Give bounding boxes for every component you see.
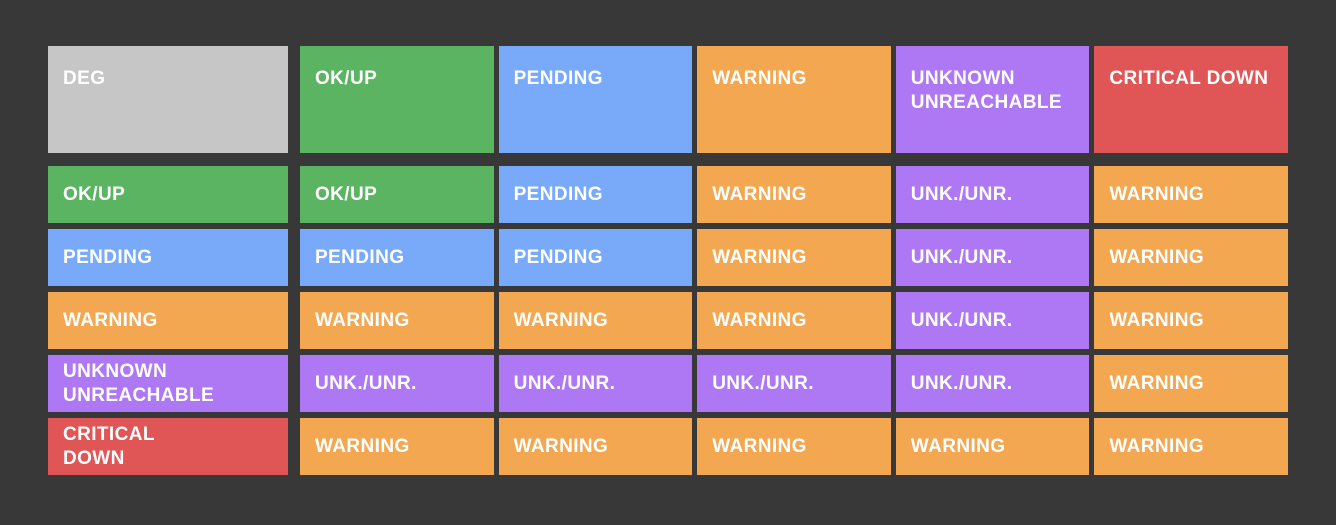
matrix-cell: WARNING [498, 292, 693, 349]
row-header-pending: PENDING [48, 229, 288, 286]
column-spacer [293, 355, 295, 412]
matrix-cell: OK/UP [300, 166, 494, 223]
matrix-cell: WARNING [1094, 166, 1288, 223]
row-header-critical-down: CRITICAL DOWN [48, 418, 288, 475]
column-spacer [293, 229, 295, 286]
matrix-cell: WARNING [697, 292, 891, 349]
row-spacer [48, 159, 1288, 160]
matrix-cell: WARNING [300, 418, 494, 475]
matrix-cell: PENDING [300, 229, 494, 286]
matrix-cell: WARNING [697, 229, 891, 286]
matrix-cell: UNK./UNR. [895, 166, 1090, 223]
matrix-cell: UNK./UNR. [300, 355, 494, 412]
row-header-ok-up: OK/UP [48, 166, 288, 223]
column-spacer [293, 292, 295, 349]
column-header-unknown-unreachable: UNKNOWN UNREACHABLE [895, 46, 1090, 153]
column-spacer [293, 418, 295, 475]
matrix-cell: WARNING [1094, 229, 1288, 286]
row-header-unknown-unreachable: UNKNOWN UNREACHABLE [48, 355, 288, 412]
matrix-cell: WARNING [697, 418, 891, 475]
column-header-ok-up: OK/UP [300, 46, 494, 153]
matrix-cell: UNK./UNR. [895, 229, 1090, 286]
matrix-cell: UNK./UNR. [498, 355, 693, 412]
column-header-pending: PENDING [498, 46, 693, 153]
column-spacer [293, 166, 295, 223]
matrix-cell: WARNING [1094, 292, 1288, 349]
matrix-cell: WARNING [1094, 355, 1288, 412]
matrix-cell: PENDING [498, 166, 693, 223]
matrix-cell: WARNING [300, 292, 494, 349]
matrix-cell: PENDING [498, 229, 693, 286]
state-matrix: DEG OK/UP PENDING WARNING UNKNOWN UNREAC… [48, 46, 1288, 475]
matrix-cell: UNK./UNR. [697, 355, 891, 412]
matrix-cell: UNK./UNR. [895, 292, 1090, 349]
matrix-cell: WARNING [1094, 418, 1288, 475]
column-header-critical-down: CRITICAL DOWN [1094, 46, 1288, 153]
row-header-warning: WARNING [48, 292, 288, 349]
column-spacer [293, 46, 295, 153]
matrix-cell: UNK./UNR. [895, 355, 1090, 412]
corner-header-cell: DEG [48, 46, 288, 153]
matrix-cell: WARNING [498, 418, 693, 475]
matrix-cell: WARNING [697, 166, 891, 223]
matrix-cell: WARNING [895, 418, 1090, 475]
column-header-warning: WARNING [697, 46, 891, 153]
